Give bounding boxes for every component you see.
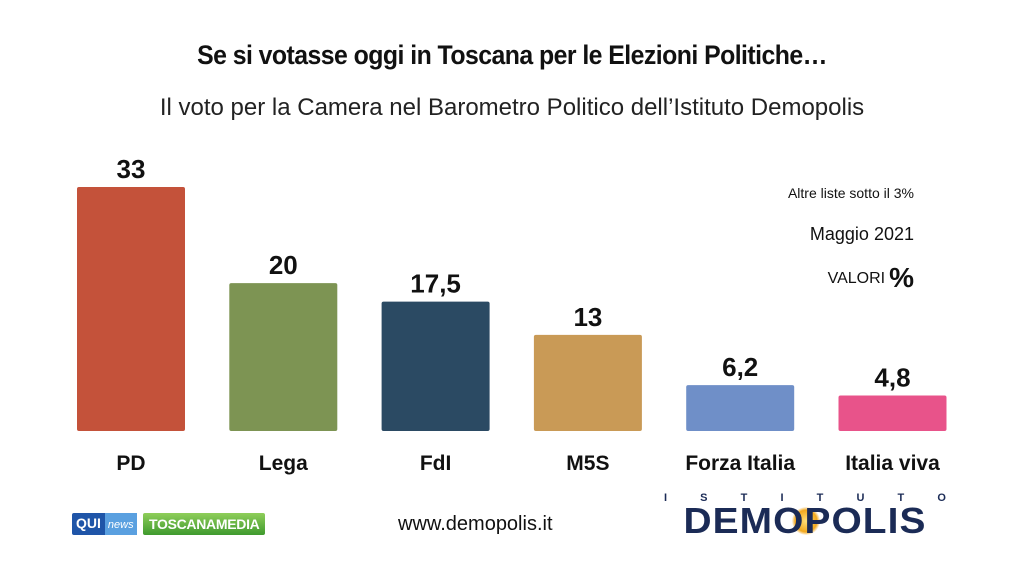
category-label-forza-italia: Forza Italia [685,452,795,475]
bar-italia-viva [838,395,947,431]
category-label-m5s: M5S [566,452,609,475]
istituto-letter-6: T [897,492,905,504]
note-values: VALORI% [828,262,914,294]
istituto-letter-5: U [856,492,865,504]
note-other-lists: Altre liste sotto il 3% [787,185,914,201]
demopolis-text: DEMOPOLIS [683,500,927,541]
qui-logo-text: QUI [72,513,105,535]
qui-news-logo: QUI news [72,513,137,535]
values-unit: % [889,262,914,293]
istituto-letter-7: O [937,492,946,504]
bar-lega [229,283,338,431]
bar-pd [77,187,185,431]
toscanamedia-logo: TOSCANAMEDIA [143,513,266,535]
data-label-forza-italia: 6,2 [722,352,758,382]
data-label-fdi: 17,5 [410,269,461,299]
bar-fdi [381,301,490,431]
category-label-lega: Lega [259,452,308,475]
category-label-italia-viva: Italia viva [845,452,940,475]
category-label-fdi: FdI [420,452,452,475]
chart-subtitle: Il voto per la Camera nel Barometro Poli… [159,94,865,121]
bar-m5s [533,334,642,431]
data-label-m5s: 13 [573,302,602,332]
istituto-letter-3: I [780,492,784,504]
chart-title: Se si votasse oggi in Toscana per le Ele… [197,40,827,70]
values-label: VALORI [827,270,886,287]
demopolis-logo: I S T I T U T O DEMOPOLIS [664,492,946,541]
data-label-pd: 33 [117,154,146,184]
istituto-letter-4: T [816,492,824,504]
istituto-letter-2: T [740,492,748,504]
sun-icon [792,507,820,535]
data-label-italia-viva: 4,8 [874,363,910,393]
data-label-lega: 20 [269,250,298,280]
istituto-letter-1: S [700,492,708,504]
news-logo-text: news [104,513,137,535]
bar-forza-italia [686,385,795,431]
footer-url: www.demopolis.it [398,513,553,535]
istituto-letter-0: I [664,492,668,504]
category-label-pd: PD [116,452,145,475]
note-date: Maggio 2021 [809,224,914,244]
